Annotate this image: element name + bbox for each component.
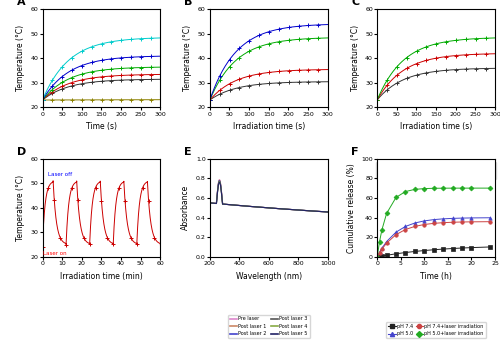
Y-axis label: Temperature (°C): Temperature (°C) [183, 25, 192, 91]
Y-axis label: Cumulative release (%): Cumulative release (%) [347, 163, 356, 253]
Text: D: D [16, 147, 26, 157]
Legend: pH 7.4, pH 5.0, pH 7.4+laser irradiation, pH 5.0+laser irradiation: pH 7.4, pH 5.0, pH 7.4+laser irradiation… [386, 322, 486, 338]
Text: C: C [351, 0, 360, 7]
Text: B: B [184, 0, 192, 7]
Legend: Pre laser, Post laser 1, Post laser 2, Post laser 3, Post laser 4, Post laser 5: Pre laser, Post laser 1, Post laser 2, P… [228, 315, 310, 338]
Y-axis label: Temperature (°C): Temperature (°C) [16, 25, 25, 91]
Y-axis label: Temperature (°C): Temperature (°C) [350, 25, 360, 91]
Text: E: E [184, 147, 192, 157]
X-axis label: Irradiation time (s): Irradiation time (s) [232, 122, 305, 131]
Legend: Water, 5 µg/mL, 10 µg/mL, 25 µg/mL, 50 µg/mL, 100 µg/mL: Water, 5 µg/mL, 10 µg/mL, 25 µg/mL, 50 µ… [64, 165, 139, 188]
Legend: 0.25 W/cm², 0.5 W/cm², 1.0 W/cm², 1.5 W/cm²: 0.25 W/cm², 0.5 W/cm², 1.0 W/cm², 1.5 W/… [230, 165, 308, 182]
X-axis label: Wavelength (nm): Wavelength (nm) [236, 272, 302, 281]
Text: F: F [351, 147, 358, 157]
X-axis label: Time (h): Time (h) [420, 272, 452, 281]
X-axis label: Irradiation time (min): Irradiation time (min) [60, 272, 143, 281]
Text: Laser on: Laser on [44, 251, 67, 256]
Y-axis label: Absorbance: Absorbance [181, 185, 190, 230]
Text: A: A [16, 0, 25, 7]
X-axis label: Time (s): Time (s) [86, 122, 117, 131]
X-axis label: Irradiation time (s): Irradiation time (s) [400, 122, 472, 131]
Y-axis label: Temperature (°C): Temperature (°C) [16, 175, 25, 241]
Legend: HA-HMCN(DOX), GQDs, HA-HMCN(DOX)@GQDs: HA-HMCN(DOX), GQDs, HA-HMCN(DOX)@GQDs [376, 162, 496, 179]
Text: Laser off: Laser off [48, 172, 72, 177]
